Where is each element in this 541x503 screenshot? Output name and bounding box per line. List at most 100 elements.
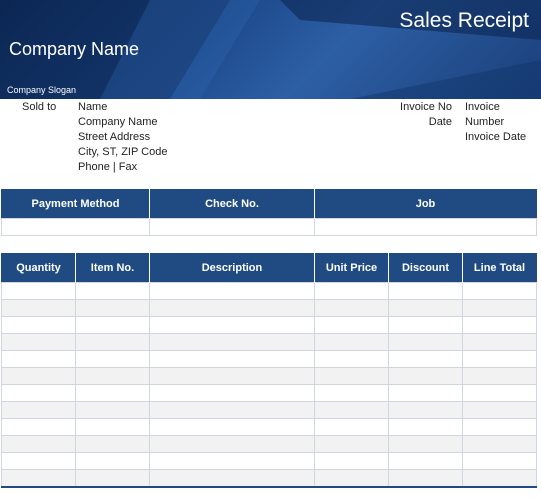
discount-cell[interactable] <box>388 316 463 334</box>
invoice-date[interactable]: Invoice Date <box>465 131 527 143</box>
unit-price-cell[interactable] <box>314 299 389 317</box>
customer-street[interactable]: Street Address <box>78 131 151 143</box>
quantity-cell[interactable] <box>1 384 76 402</box>
payment-method-cell[interactable] <box>1 218 150 236</box>
item-no-cell[interactable] <box>75 282 150 300</box>
discount-cell[interactable] <box>388 350 463 368</box>
table-row <box>1 299 537 317</box>
line-total-cell[interactable] <box>462 367 537 385</box>
description-cell[interactable] <box>149 469 315 488</box>
check-no-cell[interactable] <box>149 218 315 236</box>
unit-price-cell[interactable] <box>314 435 389 453</box>
discount-cell[interactable] <box>388 282 463 300</box>
item-no-cell[interactable] <box>75 350 150 368</box>
quantity-cell[interactable] <box>1 282 76 300</box>
discount-cell[interactable] <box>388 469 463 488</box>
header-banner: Sales Receipt Company Name Company Sloga… <box>0 0 541 99</box>
invoice-values: Invoice Number Invoice Date <box>465 100 541 145</box>
unit-price-cell[interactable] <box>314 401 389 419</box>
discount-cell[interactable] <box>388 333 463 351</box>
unit-price-cell[interactable] <box>314 384 389 402</box>
item-no-cell[interactable] <box>75 299 150 317</box>
unit-price-cell[interactable] <box>314 333 389 351</box>
line-total-cell[interactable] <box>462 469 537 488</box>
payment-table: Payment Method Check No. Job <box>1 189 537 236</box>
customer-city[interactable]: City, ST, ZIP Code <box>78 146 168 158</box>
description-header: Description <box>149 253 315 283</box>
table-row <box>1 316 537 334</box>
customer-name[interactable]: Name <box>78 101 108 113</box>
description-cell[interactable] <box>149 316 315 334</box>
quantity-cell[interactable] <box>1 299 76 317</box>
description-cell[interactable] <box>149 282 315 300</box>
item-no-cell[interactable] <box>75 401 150 419</box>
quantity-cell[interactable] <box>1 367 76 385</box>
unit-price-cell[interactable] <box>314 452 389 470</box>
quantity-cell[interactable] <box>1 469 76 488</box>
quantity-cell[interactable] <box>1 452 76 470</box>
quantity-header: Quantity <box>1 253 76 283</box>
invoice-no-label: Invoice No <box>400 101 452 113</box>
description-cell[interactable] <box>149 418 315 436</box>
description-cell[interactable] <box>149 299 315 317</box>
line-total-cell[interactable] <box>462 350 537 368</box>
unit-price-cell[interactable] <box>314 316 389 334</box>
quantity-cell[interactable] <box>1 435 76 453</box>
line-total-cell[interactable] <box>462 316 537 334</box>
quantity-cell[interactable] <box>1 350 76 368</box>
quantity-cell[interactable] <box>1 333 76 351</box>
discount-cell[interactable] <box>388 367 463 385</box>
description-cell[interactable] <box>149 452 315 470</box>
item-no-cell[interactable] <box>75 418 150 436</box>
line-total-cell[interactable] <box>462 435 537 453</box>
line-total-cell[interactable] <box>462 333 537 351</box>
line-total-cell[interactable] <box>462 384 537 402</box>
customer-company[interactable]: Company Name <box>78 116 158 128</box>
discount-cell[interactable] <box>388 418 463 436</box>
discount-cell[interactable] <box>388 299 463 317</box>
table-row <box>1 282 537 300</box>
hexagon-pattern <box>0 0 541 99</box>
line-total-cell[interactable] <box>462 299 537 317</box>
quantity-cell[interactable] <box>1 418 76 436</box>
line-total-cell[interactable] <box>462 401 537 419</box>
discount-cell[interactable] <box>388 384 463 402</box>
sold-to-address: Name Company Name Street Address City, S… <box>78 100 167 175</box>
description-cell[interactable] <box>149 401 315 419</box>
discount-cell[interactable] <box>388 452 463 470</box>
discount-cell[interactable] <box>388 401 463 419</box>
item-no-cell[interactable] <box>75 469 150 488</box>
customer-phone[interactable]: Phone | Fax <box>78 161 138 173</box>
unit-price-header: Unit Price <box>314 253 389 283</box>
quantity-cell[interactable] <box>1 316 76 334</box>
line-total-cell[interactable] <box>462 282 537 300</box>
quantity-cell[interactable] <box>1 401 76 419</box>
item-no-cell[interactable] <box>75 367 150 385</box>
unit-price-cell[interactable] <box>314 350 389 368</box>
discount-cell[interactable] <box>388 435 463 453</box>
description-cell[interactable] <box>149 350 315 368</box>
description-cell[interactable] <box>149 435 315 453</box>
line-total-cell[interactable] <box>462 418 537 436</box>
unit-price-cell[interactable] <box>314 282 389 300</box>
description-cell[interactable] <box>149 333 315 351</box>
invoice-number[interactable]: Invoice Number <box>465 101 505 128</box>
item-no-cell[interactable] <box>75 435 150 453</box>
item-no-cell[interactable] <box>75 333 150 351</box>
item-no-cell[interactable] <box>75 452 150 470</box>
line-total-cell[interactable] <box>462 452 537 470</box>
table-row <box>1 333 537 351</box>
job-cell[interactable] <box>314 218 537 236</box>
company-name: Company Name <box>9 39 140 59</box>
unit-price-cell[interactable] <box>314 418 389 436</box>
item-no-cell[interactable] <box>75 384 150 402</box>
unit-price-cell[interactable] <box>314 367 389 385</box>
invoice-labels: Invoice No Date <box>370 100 452 130</box>
company-slogan: Company Slogan <box>7 85 77 95</box>
table-row <box>1 452 537 470</box>
description-cell[interactable] <box>149 367 315 385</box>
item-no-cell[interactable] <box>75 316 150 334</box>
receipt-title: Sales Receipt <box>399 9 529 32</box>
description-cell[interactable] <box>149 384 315 402</box>
unit-price-cell[interactable] <box>314 469 389 488</box>
